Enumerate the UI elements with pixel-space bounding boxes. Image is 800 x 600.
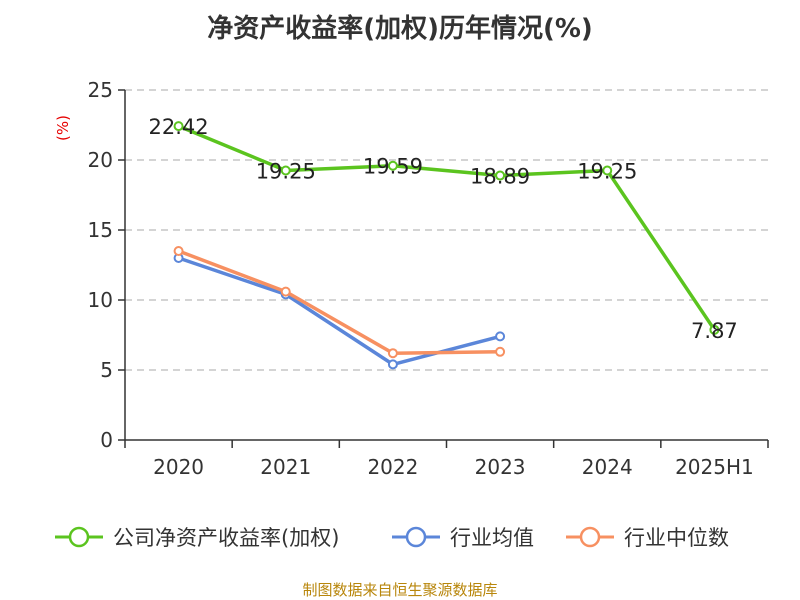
legend-label: 行业中位数: [624, 526, 729, 550]
series-line: [177, 249, 501, 355]
x-tick-label: 2023: [475, 455, 526, 479]
data-point: [495, 170, 506, 181]
legend-label: 公司净资产收益率(加权): [113, 526, 339, 550]
data-point: [495, 331, 506, 342]
y-tick-label: 15: [88, 218, 113, 242]
data-label: 22.42: [149, 115, 209, 139]
x-tick-label: 2021: [260, 455, 311, 479]
legend-item-0[interactable]: 公司净资产收益率(加权): [55, 526, 339, 550]
y-tick-label: 25: [88, 78, 113, 102]
legend-marker: [579, 526, 601, 548]
data-label: 19.25: [577, 160, 637, 184]
data-point: [495, 346, 506, 357]
legend-label: 行业均值: [450, 526, 534, 550]
x-tick-label: 2020: [153, 455, 204, 479]
data-point: [387, 160, 398, 171]
x-tick-label: 2025H1: [675, 455, 754, 479]
legend-marker: [68, 526, 90, 548]
data-label: 19.59: [363, 155, 423, 179]
series-lines: [173, 121, 720, 370]
data-point: [173, 121, 184, 132]
data-point: [387, 359, 398, 370]
series-line: [177, 124, 716, 331]
x-tick-label: 2022: [367, 455, 418, 479]
x-tick-label: 2024: [582, 455, 633, 479]
data-label: 7.87: [691, 319, 738, 343]
y-tick-label: 20: [88, 148, 113, 172]
y-tick-label: 10: [88, 288, 113, 312]
legend[interactable]: 公司净资产收益率(加权) 行业均值 行业中位数: [55, 526, 729, 550]
data-point: [280, 286, 291, 297]
legend-marker: [405, 526, 427, 548]
y-tick-label: 5: [100, 358, 113, 382]
data-point: [387, 348, 398, 359]
y-tick-label: 0: [100, 428, 113, 452]
series-2: [173, 246, 506, 359]
series-0: [173, 121, 720, 335]
legend-item-2[interactable]: 行业中位数: [566, 526, 729, 550]
data-label: 19.25: [256, 160, 316, 184]
data-point: [280, 165, 291, 176]
axes: 0 5 10 15 20 25 2020 2021 2022 2023 2024 2025H1 (%): [54, 78, 769, 479]
data-labels: 22.42 19.25 19.59 18.89 19.25 7.87: [149, 115, 738, 343]
grid-lines: [125, 89, 768, 371]
data-point: [602, 165, 613, 176]
series-line: [178, 256, 501, 367]
data-point: [173, 246, 184, 256]
data-point: [709, 324, 720, 335]
source-note: 制图数据来自恒生聚源数据库: [302, 581, 498, 599]
chart-title: 净资产收益率(加权)历年情况(%): [207, 14, 593, 44]
data-label: 18.89: [470, 165, 530, 189]
y-axis-unit-label: (%): [54, 115, 72, 141]
legend-item-1[interactable]: 行业均值: [392, 526, 534, 550]
